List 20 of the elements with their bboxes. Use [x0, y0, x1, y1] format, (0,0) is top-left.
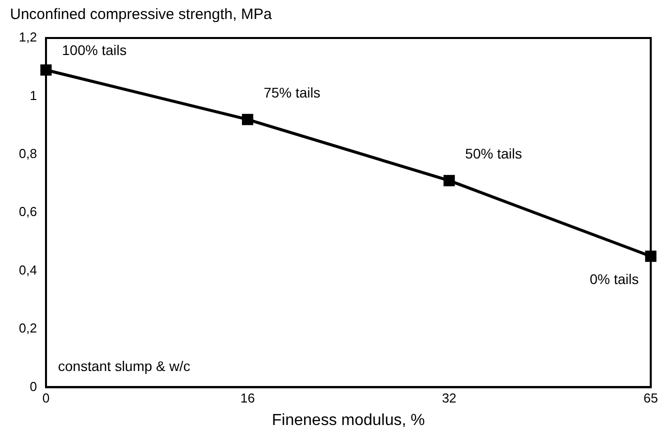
point	[444, 174, 455, 186]
y-tick-label: 1,2	[18, 30, 37, 45]
point	[242, 114, 254, 126]
y-tick-label: 0,6	[18, 204, 37, 220]
y-tick-label: 0,4	[18, 262, 37, 278]
y-tick-label: 0,2	[18, 320, 37, 336]
x-tick-label: 0	[42, 390, 50, 406]
annotation: 50% tails	[465, 145, 522, 162]
y-tick-label: 0	[30, 378, 37, 394]
y-tick-label: 0,8	[18, 146, 37, 161]
x-tick-label: 16	[240, 390, 255, 406]
annotation: constant slump & w/c	[58, 358, 190, 374]
x-tick-label: 65	[644, 390, 658, 406]
x-tick-label: 32	[442, 390, 456, 406]
annotation: 100% tails	[62, 42, 127, 58]
y-axis-title: Unconfined compressive strength, MPa	[10, 6, 272, 24]
annotation: 75% tails	[264, 84, 320, 100]
y-tick-label: 1	[30, 88, 37, 103]
annotation: 0% tails	[590, 271, 639, 288]
x-axis-title: Fineness modulus, %	[272, 412, 425, 429]
